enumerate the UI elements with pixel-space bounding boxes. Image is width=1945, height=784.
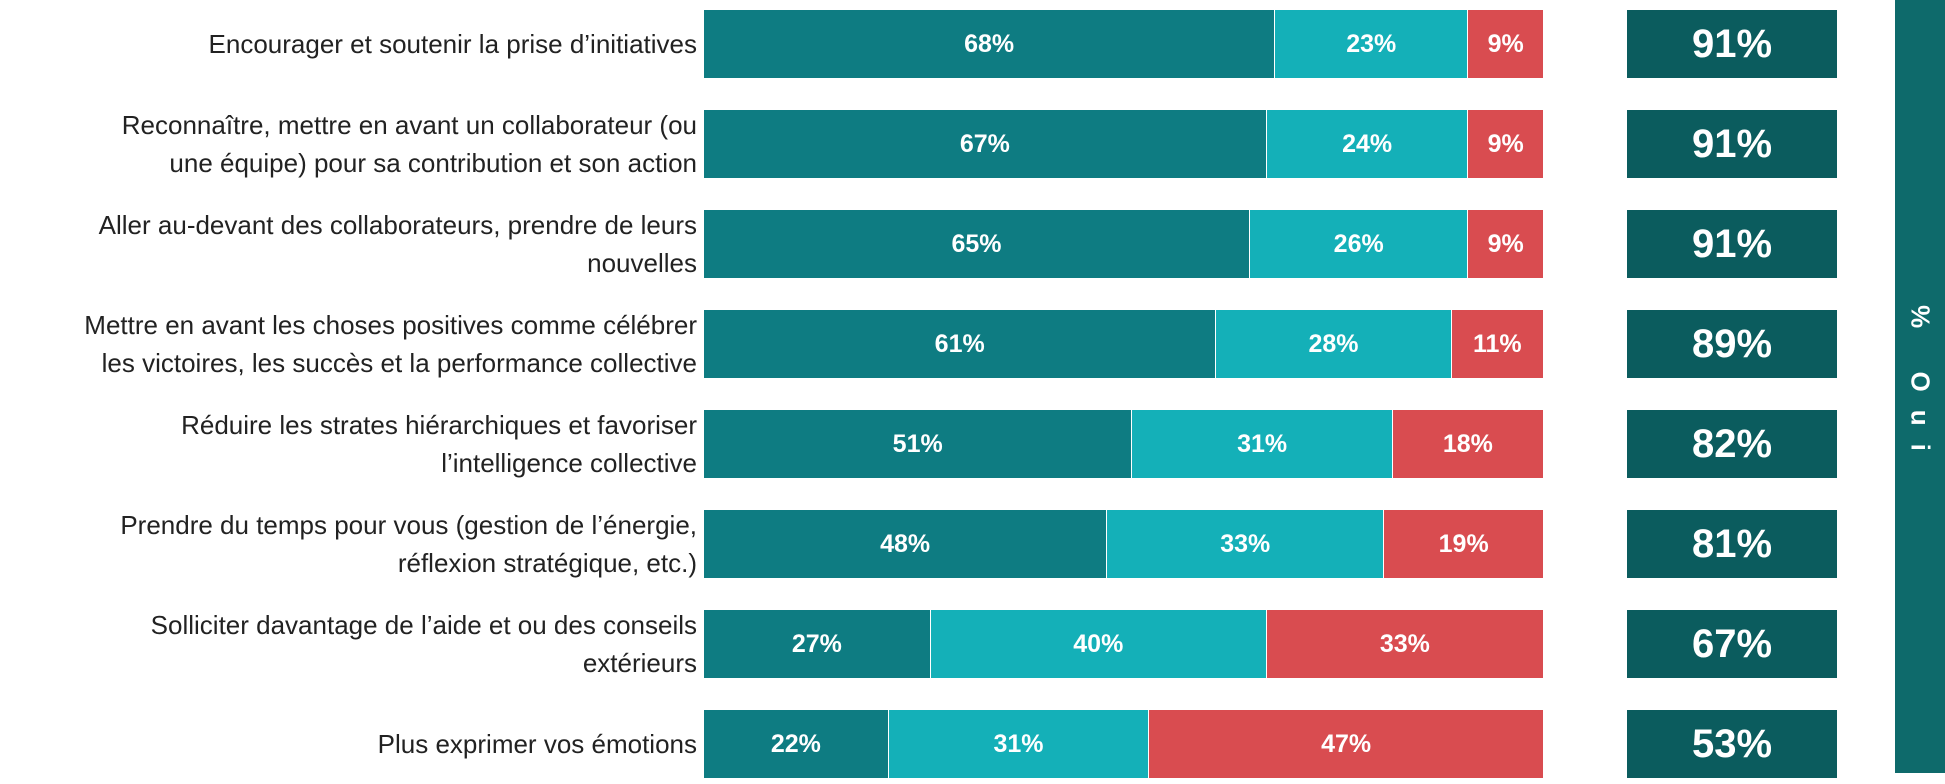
total-box: 81% [1627, 510, 1837, 578]
value-label: 67% [959, 129, 1010, 158]
bar-segment: 9% [1468, 110, 1544, 178]
total-box: 82% [1627, 410, 1837, 478]
total-box: 89% [1627, 310, 1837, 378]
bar-segment: 31% [888, 710, 1150, 778]
bar-segment: 19% [1384, 510, 1544, 578]
category-label: Mettre en avant les choses positives com… [84, 310, 697, 378]
category-label: Plus exprimer vos émotions [377, 729, 697, 759]
bar-segment: 26% [1250, 210, 1469, 278]
bar-segment: 18% [1392, 410, 1544, 478]
value-label: 65% [951, 229, 1002, 258]
bar-segment: 51% [704, 410, 1133, 478]
bar-segment: 61% [704, 310, 1217, 378]
total-label: 53% [1691, 721, 1773, 766]
bar-segment: 68% [704, 10, 1276, 78]
bar-segment: 33% [1266, 610, 1544, 678]
bar-segment: 23% [1275, 10, 1469, 78]
bar-segment: 47% [1149, 710, 1544, 778]
total-label: 91% [1691, 21, 1773, 66]
total-label: 91% [1691, 221, 1773, 266]
category-label: Aller au-devant des collaborateurs, pren… [98, 210, 697, 278]
bar-segment: 11% [1451, 310, 1544, 378]
category-label: Prendre du temps pour vous (gestion de l… [120, 510, 697, 578]
total-box: 91% [1627, 210, 1837, 278]
bar-segment: 24% [1266, 110, 1469, 178]
total-label: 82% [1691, 421, 1773, 466]
value-label: 61% [934, 329, 985, 358]
value-label: 18% [1442, 429, 1493, 458]
category-label: Solliciter davantage de l’aide et ou des… [150, 610, 697, 678]
bar-segment: 9% [1468, 210, 1544, 278]
total-label: 91% [1691, 121, 1773, 166]
value-label: 68% [964, 29, 1015, 58]
value-label: 19% [1438, 529, 1489, 558]
bar-segment: 28% [1216, 310, 1452, 378]
value-label: 48% [880, 529, 931, 558]
total-box: 91% [1627, 10, 1837, 78]
totals-band: % Oui [1895, 0, 1945, 773]
total-label: 67% [1691, 621, 1773, 666]
total-box: 91% [1627, 110, 1837, 178]
value-label: 24% [1342, 129, 1393, 158]
bar-segment: 33% [1107, 510, 1385, 578]
bar-segment: 27% [704, 610, 931, 678]
bar-segment: 22% [704, 710, 889, 778]
value-label: 9% [1487, 129, 1524, 158]
category-label: Reconnaître, mettre en avant un collabor… [121, 110, 697, 178]
bar-segment: 48% [704, 510, 1108, 578]
value-label: 31% [1237, 429, 1288, 458]
value-label: 33% [1220, 529, 1271, 558]
value-label: 11% [1472, 329, 1522, 358]
bar-segment: 67% [704, 110, 1267, 178]
value-label: 28% [1308, 329, 1359, 358]
value-label: 47% [1321, 729, 1372, 758]
value-label: 26% [1333, 229, 1384, 258]
value-label: 9% [1487, 29, 1524, 58]
value-label: 9% [1487, 229, 1524, 258]
category-label: Réduire les strates hiérarchiques et fav… [181, 410, 697, 478]
value-label: 27% [791, 629, 842, 658]
total-label: 81% [1691, 521, 1773, 566]
bar-segment: 31% [1132, 410, 1393, 478]
value-label: 51% [892, 429, 943, 458]
bar-segment: 65% [704, 210, 1250, 278]
value-label: 40% [1073, 629, 1124, 658]
total-box: 67% [1627, 610, 1837, 678]
value-label: 22% [770, 729, 821, 758]
bar-segment: 40% [930, 610, 1267, 678]
bar-segment: 9% [1468, 10, 1544, 78]
value-label: 33% [1379, 629, 1430, 658]
value-label: 23% [1346, 29, 1397, 58]
totals-title: % Oui [1905, 304, 1936, 469]
total-label: 89% [1691, 321, 1773, 366]
total-box: 53% [1627, 710, 1837, 778]
category-label: Encourager et soutenir la prise d’initia… [208, 29, 697, 59]
value-label: 31% [993, 729, 1044, 758]
